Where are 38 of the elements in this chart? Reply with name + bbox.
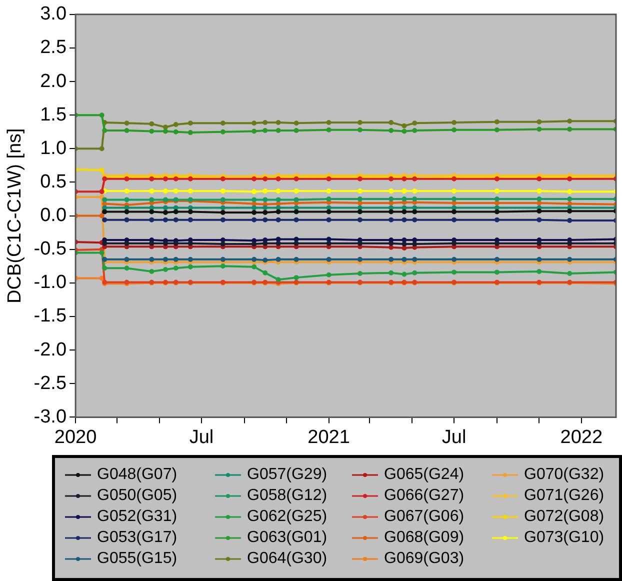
y-tick-label: 3.0 bbox=[40, 4, 67, 25]
legend-label: G052(G31) bbox=[97, 508, 178, 526]
legend-label: G073(G10) bbox=[524, 528, 604, 546]
y-tick-label: -1.5 bbox=[34, 306, 67, 327]
y-tick-label: 0.5 bbox=[40, 171, 67, 192]
x-tick-label: 2022 bbox=[560, 426, 603, 448]
y-tick-label: -0.5 bbox=[34, 238, 67, 260]
y-axis-title: DCB(C1C-C1W) [ns] bbox=[4, 128, 26, 304]
legend-label: G058(G12) bbox=[247, 486, 328, 504]
y-tick-label: -1.0 bbox=[34, 272, 67, 294]
legend-label: G063(G01) bbox=[247, 528, 328, 546]
y-tick-label: -2.5 bbox=[34, 372, 67, 394]
legend-label: G072(G08) bbox=[524, 508, 604, 526]
legend-label: G062(G25) bbox=[247, 508, 328, 526]
legend-label: G053(G17) bbox=[97, 528, 178, 546]
y-tick-label: 2.0 bbox=[40, 70, 67, 92]
legend-label: G057(G29) bbox=[247, 466, 328, 484]
legend-label: G068(G09) bbox=[384, 528, 464, 546]
x-tick-label: Jul bbox=[442, 426, 466, 448]
legend-label: G069(G03) bbox=[384, 550, 464, 568]
y-tick-label: -3.0 bbox=[34, 406, 67, 428]
y-tick-label: -2.0 bbox=[34, 339, 67, 360]
x-tick-label: Jul bbox=[189, 426, 214, 448]
x-tick-label: 2020 bbox=[54, 426, 97, 448]
legend-label: G064(G30) bbox=[247, 550, 328, 568]
x-tick-label: 2021 bbox=[308, 426, 350, 448]
legend-label: G066(G27) bbox=[384, 486, 464, 504]
legend-label: G070(G32) bbox=[524, 466, 604, 484]
y-tick-label: 1.0 bbox=[40, 138, 67, 159]
y-tick-label: 0.0 bbox=[40, 205, 67, 226]
legend-label: G055(G15) bbox=[97, 550, 178, 568]
y-tick-label: 2.5 bbox=[40, 37, 67, 58]
legend-label: G065(G24) bbox=[384, 466, 464, 484]
legend-label: G050(G05) bbox=[97, 486, 178, 504]
legend-label: G071(G26) bbox=[524, 486, 604, 504]
y-tick-label: 1.5 bbox=[40, 104, 67, 126]
legend-label: G048(G07) bbox=[97, 466, 178, 484]
legend-label: G067(G06) bbox=[384, 508, 464, 526]
